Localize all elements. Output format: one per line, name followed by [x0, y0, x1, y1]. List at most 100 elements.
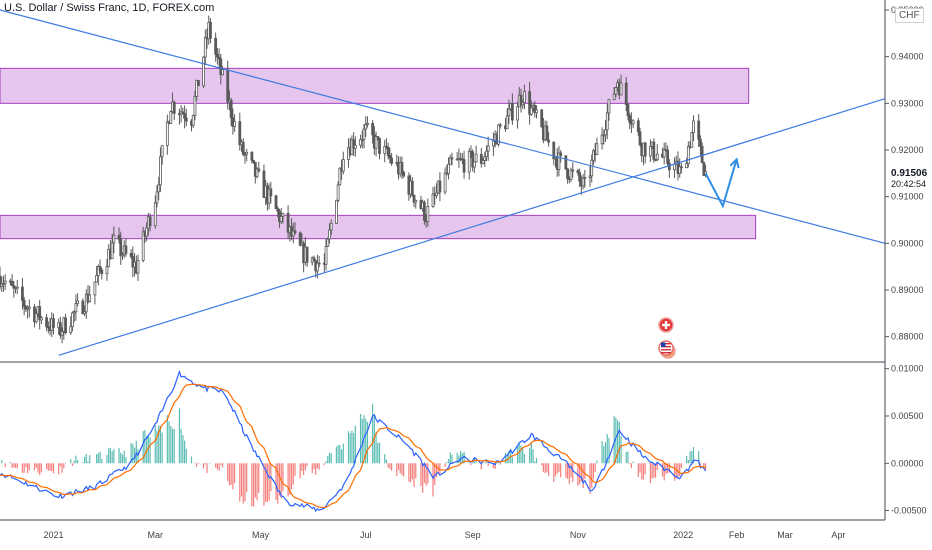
- candle: [328, 223, 331, 244]
- candle-body: [324, 245, 328, 265]
- macd-tick-label: 0.00500: [891, 411, 924, 421]
- candle: [697, 114, 701, 147]
- candle-body: [521, 102, 525, 106]
- price-axis[interactable]: 0.950000.940000.930000.920000.910000.900…: [885, 5, 932, 516]
- candle: [279, 208, 283, 224]
- candle: [457, 148, 461, 168]
- candle: [324, 239, 328, 271]
- price-tick-label: 0.90000: [891, 238, 924, 248]
- candle: [121, 252, 124, 260]
- candle-body: [576, 170, 580, 174]
- candle: [215, 47, 219, 65]
- candle: [491, 132, 495, 156]
- candle: [510, 93, 514, 125]
- candle: [221, 66, 224, 76]
- candle-body: [595, 143, 599, 156]
- candle-body: [98, 266, 102, 271]
- candle-body: [26, 307, 30, 310]
- candle: [619, 74, 623, 96]
- candle: [257, 161, 261, 173]
- candle-body: [690, 132, 694, 148]
- candle-body: [376, 136, 380, 139]
- candle: [602, 129, 606, 145]
- countdown-label: 20:42:54: [891, 179, 926, 189]
- macd-tick-label: 0.00000: [891, 458, 924, 468]
- candle-body: [338, 167, 342, 186]
- candle-body: [286, 212, 290, 233]
- price-tick-label: 0.93000: [891, 98, 924, 108]
- candle-body: [243, 153, 247, 156]
- candle-body: [590, 159, 594, 177]
- price-tick-label: 0.89000: [891, 285, 924, 295]
- candle: [364, 116, 368, 137]
- candle-body: [662, 149, 666, 158]
- candle-body: [383, 145, 387, 154]
- candle-body: [426, 206, 430, 223]
- candle-body: [443, 172, 447, 193]
- candle: [191, 114, 195, 129]
- candle: [203, 29, 207, 65]
- candle: [274, 194, 278, 210]
- candle: [412, 194, 416, 208]
- chart-title: U.S. Dollar / Swiss Franc, 1D, FOREX.com: [4, 2, 215, 14]
- candle-body: [680, 166, 683, 169]
- candle-body: [183, 113, 186, 119]
- candle: [336, 181, 340, 203]
- candle-body: [165, 121, 169, 146]
- candle-body: [155, 191, 159, 204]
- candle-body: [157, 184, 161, 193]
- candle-body: [233, 121, 237, 127]
- candle-body: [203, 37, 207, 58]
- candle: [626, 103, 630, 120]
- candle-body: [673, 163, 676, 171]
- candle-body: [153, 202, 157, 227]
- candle: [378, 137, 381, 160]
- candle: [604, 120, 607, 142]
- trend-lines[interactable]: [0, 9, 886, 356]
- candle-body: [60, 331, 64, 336]
- candle: [521, 99, 525, 109]
- candle: [159, 147, 162, 192]
- candle: [631, 119, 635, 129]
- candle: [145, 222, 149, 242]
- time-axis[interactable]: 2021 Mar May Jul Sep Nov 2022 Feb Mar Apr: [43, 530, 845, 540]
- macd-tick-label: -0.00500: [891, 506, 927, 516]
- candle-body: [540, 109, 544, 127]
- candle: [209, 18, 212, 44]
- candle: [262, 164, 266, 198]
- candle-body: [72, 311, 76, 314]
- candle: [564, 155, 568, 171]
- projection-arrow[interactable]: [704, 157, 740, 209]
- candle-body: [390, 157, 394, 164]
- candle-body: [34, 313, 38, 323]
- candle-body: [519, 94, 523, 106]
- candle: [431, 186, 435, 208]
- event-markers[interactable]: [658, 317, 676, 359]
- candle-body: [298, 232, 302, 246]
- resistance-zone: [0, 67, 750, 104]
- candle-body: [652, 141, 656, 160]
- candle-body: [447, 163, 450, 174]
- candle-body: [159, 156, 162, 186]
- candle: [507, 99, 511, 124]
- candle-body: [238, 121, 242, 146]
- candle: [243, 151, 247, 164]
- candle-body: [329, 222, 333, 231]
- candle: [58, 316, 62, 339]
- candle-body: [529, 107, 533, 115]
- candle: [450, 152, 454, 166]
- candle: [148, 213, 152, 232]
- candle-body: [93, 281, 97, 296]
- candle: [298, 231, 302, 247]
- currency-label: CHF: [895, 8, 924, 23]
- candle-body: [0, 275, 2, 287]
- candle-body: [119, 238, 123, 257]
- candle-body: [450, 157, 454, 160]
- candle: [448, 154, 452, 165]
- candle: [519, 88, 523, 113]
- candle-body: [229, 99, 233, 119]
- candle-body: [583, 176, 587, 179]
- time-tick-label: Nov: [570, 530, 587, 540]
- grid-lines: [0, 0, 886, 521]
